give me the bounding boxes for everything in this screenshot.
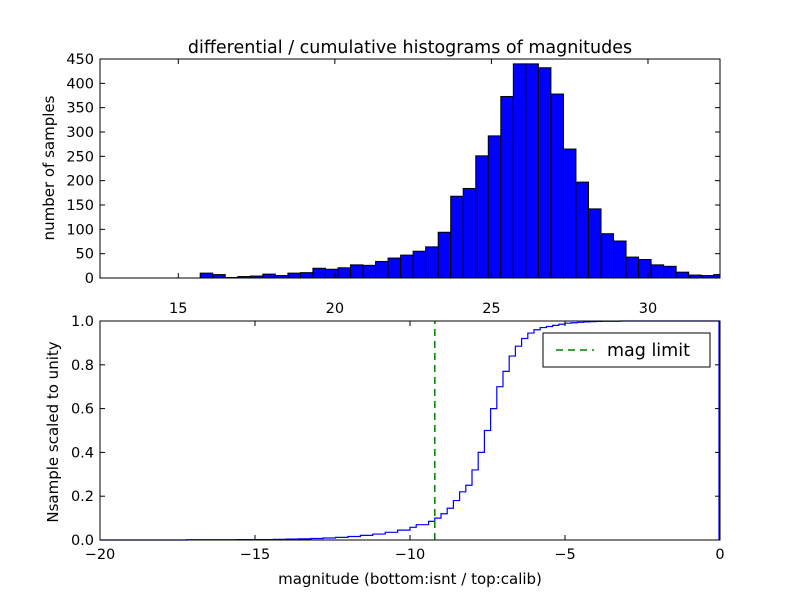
legend: mag limit [542,332,711,368]
bottom-y-axis: 0.0 0.2 0.4 0.6 0.8 1.0 [71,314,720,549]
x-tick-label: −10 [395,547,426,563]
histogram-bar [625,256,640,279]
histogram-bar [362,264,377,279]
histogram-bar [375,260,389,279]
y-tick-label: 400 [66,76,94,92]
y-tick-label: 0.8 [71,358,94,374]
histogram-bar [537,67,552,279]
y-tick-label: 0.4 [71,445,94,461]
y-tick-label: 0.0 [71,533,94,549]
histogram-bar [212,274,226,279]
top-histogram-bars [199,63,721,279]
y-tick-label: 150 [66,198,94,214]
histogram-bar [525,63,539,279]
histogram-bar [199,272,214,279]
y-tick-label: 450 [66,52,94,68]
histogram-bar [575,181,589,279]
histogram-bar [425,246,439,279]
y-tick-label: 250 [66,149,94,165]
y-tick-label: 0.6 [71,402,94,418]
histogram-bar [412,250,427,279]
histogram-bar [638,259,652,279]
y-tick-label: 0.2 [71,489,94,505]
chart-title: differential / cumulative histograms of … [188,38,632,58]
histogram-bar [299,272,314,279]
x-tick-label: 0 [715,547,724,563]
histogram-bar [562,148,577,279]
y-tick-label: 1.0 [71,314,94,330]
y-tick-label: 300 [66,125,94,141]
histogram-bar [262,273,276,279]
histogram-bar [713,274,721,279]
x-tick-label: −20 [85,547,116,563]
histogram-bar [650,264,665,279]
histogram-bar [437,231,452,279]
top-x-axis: 15 20 25 30 [169,59,657,317]
legend-label-mag-limit: mag limit [607,341,690,361]
histogram-bar [312,267,326,279]
x-tick-label: 25 [482,301,500,317]
histogram-bar [613,240,627,279]
histogram-bar [550,93,564,279]
bottom-cumulative-lines [100,320,720,541]
cumulative-step-line [100,320,720,541]
top-y-axis: 0 50 100 150 200 250 300 350 400 450 [66,52,720,287]
histogram-bar [450,195,464,279]
y-tick-label: 100 [66,222,94,238]
x-tick-label: −15 [240,547,271,563]
y-tick-label: 200 [66,174,94,190]
histogram-bar [512,63,527,279]
x-tick-label: 30 [639,301,657,317]
x-tick-label: 15 [169,301,187,317]
bottom-x-axis: −20 −15 −10 −5 0 [85,321,725,563]
histogram-bar [387,257,402,279]
histogram-bar [600,233,615,279]
x-tick-label: −5 [554,547,575,563]
x-tick-label: 20 [326,301,344,317]
top-panel-frame [99,58,721,279]
histogram-bar [462,187,477,279]
histogram-bar [675,271,690,279]
histogram-bar [350,264,364,279]
y-tick-label: 350 [66,101,94,117]
top-y-axis-label: number of samples [40,95,58,240]
histogram-bar [487,135,502,279]
y-tick-label: 50 [76,247,94,263]
histogram-bar [475,155,489,279]
histogram-bar [287,272,301,279]
bottom-panel-frame [99,320,721,541]
histogram-bar [324,268,339,279]
y-tick-label: 0 [85,271,94,287]
histogram-bar [400,254,414,279]
histogram-bar [500,95,514,279]
histogram-bar [337,267,352,279]
bottom-y-axis-label: Nsample scaled to unity [44,341,62,522]
histogram-bar [663,265,677,279]
bottom-x-axis-label: magnitude (bottom:isnt / top:calib) [278,570,542,588]
histogram-bar [587,208,602,279]
